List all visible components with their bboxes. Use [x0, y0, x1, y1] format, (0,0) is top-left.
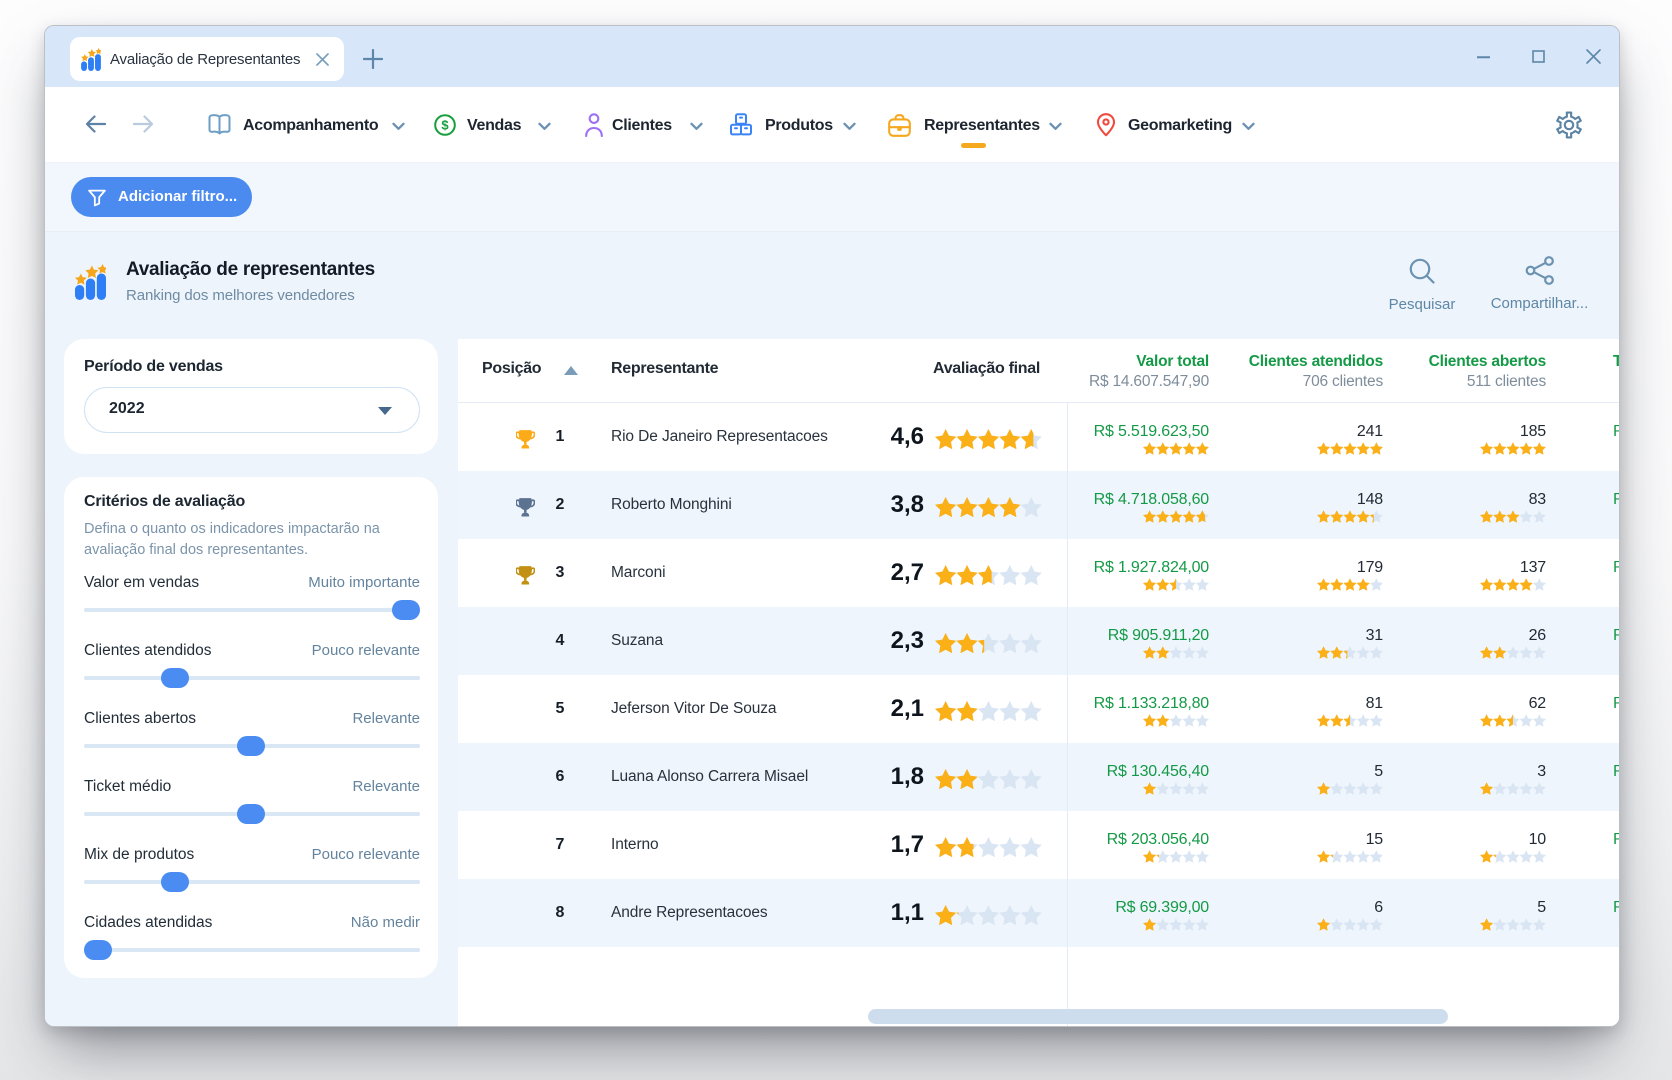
svg-text:$: $ [441, 118, 449, 133]
